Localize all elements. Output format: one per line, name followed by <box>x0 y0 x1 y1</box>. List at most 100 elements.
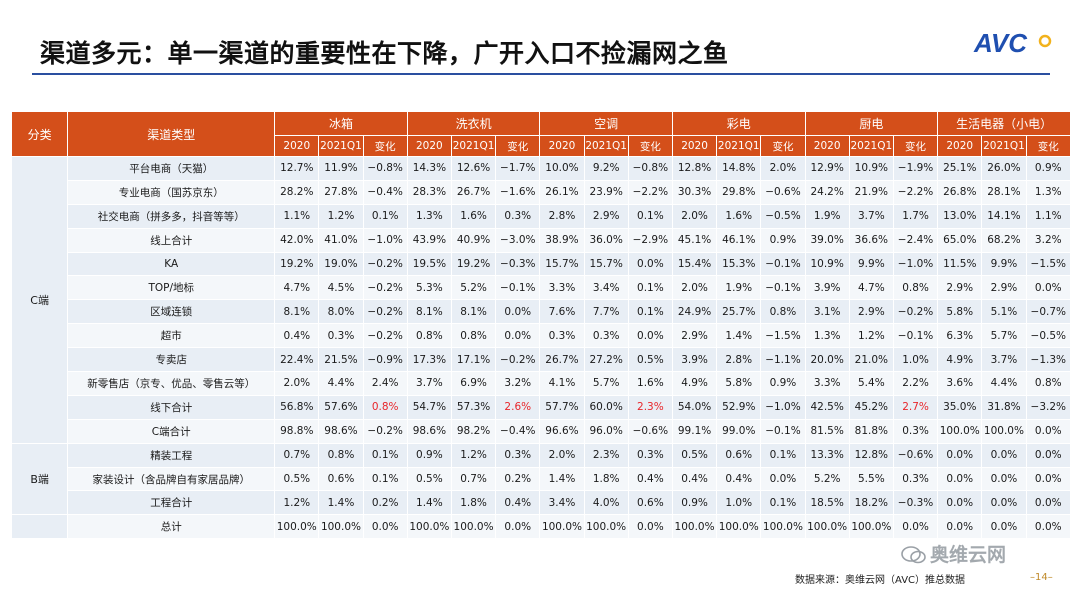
channel-label: 工程合计 <box>67 490 276 516</box>
value-cell: 2.0% <box>671 275 718 301</box>
value-cell: 7.6% <box>539 299 585 325</box>
value-cell: 45.2% <box>848 394 894 420</box>
value-cell: −2.2% <box>892 179 939 205</box>
value-cell: 1.2% <box>450 442 497 468</box>
header-subcolumn: 2021Q1 <box>716 135 762 157</box>
value-cell: 0.0% <box>981 466 1027 492</box>
value-cell: −1.9% <box>892 156 939 181</box>
table-row: 社交电商（拼多多，抖音等等） 1.1% 1.2% 0.1% 1.3% 1.6% 0.3% 2.… <box>12 203 1072 229</box>
value-cell: −0.4% <box>362 179 408 205</box>
value-cell: 2.3% <box>627 394 673 420</box>
channel-label: 专卖店 <box>67 347 276 373</box>
value-cell: −1.0% <box>892 251 939 277</box>
value-cell: 57.3% <box>450 394 497 420</box>
value-cell: 27.8% <box>318 179 364 205</box>
value-cell: 100.0% <box>937 418 983 444</box>
value-cell: 1.7% <box>892 203 939 229</box>
value-cell: 25.7% <box>716 299 762 325</box>
value-cell: 10.9% <box>848 156 894 181</box>
value-cell: 0.8% <box>892 275 939 301</box>
value-cell: 0.1% <box>362 466 408 492</box>
title-underline <box>32 73 1050 75</box>
value-cell: 12.6% <box>450 156 497 181</box>
value-cell: 5.2% <box>804 466 850 492</box>
value-cell: 0.5% <box>274 466 320 492</box>
header-subcolumn: 变化 <box>495 135 541 157</box>
header-subcolumn: 变化 <box>627 135 673 157</box>
channel-label: 区域连锁 <box>67 299 276 325</box>
value-cell: 4.9% <box>937 347 983 373</box>
value-cell: 17.3% <box>406 347 452 373</box>
value-cell: 28.2% <box>274 179 320 205</box>
value-cell: 0.1% <box>760 442 806 468</box>
value-cell: 0.8% <box>760 299 806 325</box>
header-subcolumn: 变化 <box>892 135 939 157</box>
total-category-blank <box>10 514 69 540</box>
table-row: 工程合计 1.2% 1.4% 0.2% 1.4% 1.8% 0.4% 3.4% 4.0% 0.6%… <box>12 490 1072 516</box>
header-group: 生活电器（小电） <box>937 111 1071 136</box>
value-cell: 0.0% <box>760 466 806 492</box>
value-cell: 57.7% <box>539 394 585 420</box>
value-cell: 11.9% <box>318 156 364 181</box>
total-value-cell: 100.0% <box>318 514 364 540</box>
header-subcolumn: 2021Q1 <box>450 135 497 157</box>
value-cell: 15.7% <box>583 251 629 277</box>
value-cell: 5.1% <box>981 299 1027 325</box>
total-value-cell: 100.0% <box>716 514 762 540</box>
channel-label: 新零售店（京专、优品、零售云等） <box>67 371 276 396</box>
value-cell: 7.7% <box>583 299 629 325</box>
value-cell: −2.2% <box>627 179 673 205</box>
value-cell: 2.9% <box>671 323 718 349</box>
value-cell: 6.9% <box>450 371 497 396</box>
value-cell: −0.2% <box>362 323 408 349</box>
channel-label: 专业电商（国苏京东） <box>67 179 276 205</box>
header-subcolumn: 变化 <box>760 135 806 157</box>
value-cell: 1.0% <box>892 347 939 373</box>
table-row: 线下合计 56.8% 57.6% 0.8% 54.7% 57.3% 2.6% 57.7% 60.… <box>12 394 1072 420</box>
header-subcolumn: 2020 <box>539 135 585 157</box>
table-row: 区域连锁 8.1% 8.0% −0.2% 8.1% 8.1% 0.0% 7.6% 7.7% 0.1… <box>12 299 1072 325</box>
total-value-cell: 0.0% <box>627 514 673 540</box>
value-cell: 0.6% <box>627 490 673 516</box>
value-cell: 3.6% <box>937 371 983 396</box>
total-value-cell: 100.0% <box>450 514 497 540</box>
channel-label: 线上合计 <box>67 227 276 253</box>
value-cell: 0.0% <box>937 442 983 468</box>
total-row: 总计 100.0% 100.0% 0.0% 100.0% 100.0% 0.0% 100.0%… <box>10 514 1072 540</box>
channel-label: 精装工程 <box>67 442 276 468</box>
value-cell: 54.7% <box>406 394 452 420</box>
value-cell: 40.9% <box>450 227 497 253</box>
value-cell: −0.4% <box>495 418 541 444</box>
value-cell: 41.0% <box>318 227 364 253</box>
value-cell: 0.9% <box>406 442 452 468</box>
value-cell: 24.2% <box>804 179 850 205</box>
value-cell: 5.8% <box>937 299 983 325</box>
value-cell: 0.0% <box>937 490 983 516</box>
page-number: –14– <box>1030 572 1053 583</box>
section-category: C端 <box>10 156 69 444</box>
value-cell: 14.1% <box>981 203 1027 229</box>
header-subcolumn: 2021Q1 <box>848 135 894 157</box>
value-cell: 0.8% <box>318 442 364 468</box>
value-cell: 28.1% <box>981 179 1027 205</box>
value-cell: −0.6% <box>892 442 939 468</box>
header-subcolumn: 2020 <box>671 135 718 157</box>
header-category: 分类 <box>10 111 69 157</box>
value-cell: 0.1% <box>627 299 673 325</box>
value-cell: 65.0% <box>937 227 983 253</box>
table-row: C端 平台电商（天猫） 12.7% 11.9% −0.8% 14.3% 12.6% −1.7%… <box>10 156 1072 444</box>
value-cell: 12.8% <box>848 442 894 468</box>
value-cell: −1.1% <box>760 347 806 373</box>
value-cell: 0.1% <box>760 490 806 516</box>
value-cell: −0.2% <box>362 275 408 301</box>
value-cell: 1.8% <box>450 490 497 516</box>
header-subcolumn: 2020 <box>804 135 850 157</box>
value-cell: 98.8% <box>274 418 320 444</box>
value-cell: 26.7% <box>450 179 497 205</box>
table-row: KA 19.2% 19.0% −0.2% 19.5% 19.2% −0.3% 15.7% 15.… <box>12 251 1072 277</box>
avc-logo: AVC <box>973 28 1052 58</box>
value-cell: 0.0% <box>627 323 673 349</box>
total-value-cell: 0.0% <box>1025 514 1072 540</box>
value-cell: −0.1% <box>892 323 939 349</box>
value-cell: 0.9% <box>760 227 806 253</box>
